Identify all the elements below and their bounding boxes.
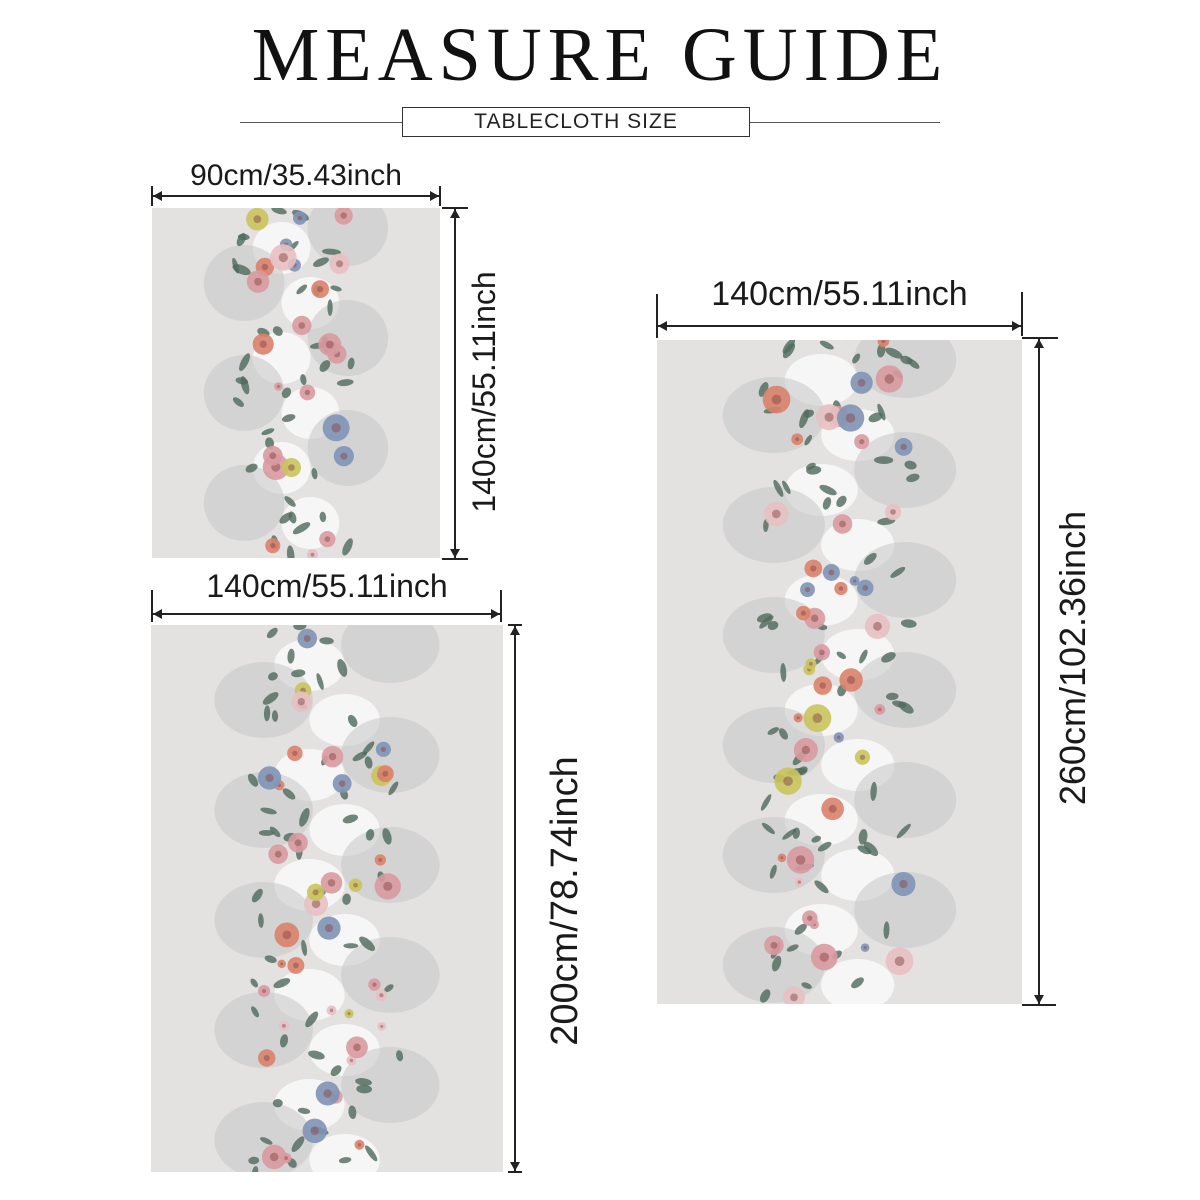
size-medium-width-line <box>153 613 500 615</box>
size-small-height-tick-top <box>442 207 468 209</box>
page-title: MEASURE GUIDE <box>251 13 949 97</box>
tablecloth-medium-image <box>151 625 503 1172</box>
size-large-width-tick-left <box>656 294 658 338</box>
size-small-height-tick-bottom <box>442 558 468 560</box>
size-medium-width-arrow-right <box>491 609 500 619</box>
size-medium-width-tick-right <box>500 590 502 622</box>
size-large-width-line <box>658 325 1021 327</box>
title-rule-right <box>750 122 940 123</box>
size-large-height-arrow-bottom <box>1034 995 1044 1004</box>
size-large-height-tick-bottom <box>1022 1004 1056 1006</box>
tablecloth-small-image <box>152 208 440 558</box>
subtitle-box: TABLECLOTH SIZE <box>402 107 750 137</box>
size-medium-height-arrow-top <box>510 626 520 635</box>
size-small-width-line <box>153 195 439 197</box>
size-small-height-arrow-top <box>450 209 460 218</box>
size-medium-height-arrow-bottom <box>510 1162 520 1171</box>
size-large-height-arrow-top <box>1034 339 1044 348</box>
size-medium-height-line <box>514 626 516 1171</box>
size-small-width-tick-right <box>439 186 441 206</box>
size-large-width-tick-right <box>1021 292 1023 336</box>
size-small-width-tick-left <box>151 186 153 206</box>
size-large-width-arrow-right <box>1012 321 1021 331</box>
size-large-width-label: 140cm/55.11inch <box>711 275 968 313</box>
size-large-width-arrow-left <box>658 321 667 331</box>
size-small-height-label: 140cm/55.11inch <box>466 271 502 513</box>
size-large-height-tick-top <box>1022 337 1058 339</box>
size-large-height-line <box>1038 339 1040 1004</box>
size-large-height-label: 260cm/102.36inch <box>1052 510 1093 806</box>
size-medium-width-arrow-left <box>153 609 162 619</box>
size-medium-height-label: 200cm/78.74inch <box>544 756 586 1046</box>
size-small-width-arrow-right <box>430 191 439 201</box>
size-medium-height-tick-top <box>508 624 522 626</box>
size-medium-width-tick-left <box>151 590 153 622</box>
size-small-width-arrow-left <box>153 191 162 201</box>
size-small-width-label: 90cm/35.43inch <box>190 159 402 192</box>
size-medium-height-tick-bottom <box>508 1171 522 1173</box>
size-small-height-arrow-bottom <box>450 549 460 558</box>
tablecloth-large-image <box>657 340 1022 1004</box>
title-rule-left <box>240 122 402 123</box>
size-medium-width-label: 140cm/55.11inch <box>206 568 448 604</box>
size-small-height-line <box>454 209 456 558</box>
